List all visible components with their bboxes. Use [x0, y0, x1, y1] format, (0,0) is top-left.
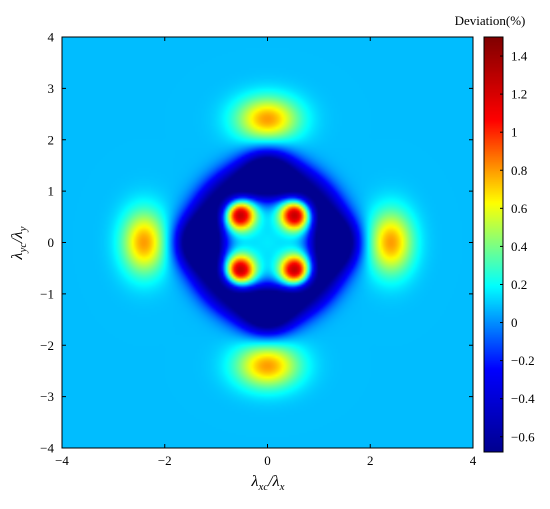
colorbar-tick-label: 0.8 [511, 163, 527, 178]
y-tick-label: 4 [48, 30, 55, 45]
colorbar-tick-label: 0 [511, 315, 518, 330]
colorbar-tick-label: 1.4 [511, 49, 528, 64]
colorbar-gradient [484, 37, 503, 452]
x-axis-label: λxc/λx [251, 473, 285, 493]
x-axis-ticks: −4 −2 0 2 4 [55, 37, 477, 468]
colorbar-tick-label: 1 [511, 125, 518, 140]
y-tick-label: −1 [40, 286, 54, 301]
y-tick-label: −3 [40, 389, 54, 404]
colorbar-tick-label: 0.4 [511, 239, 528, 254]
x-tick-label: −2 [158, 453, 172, 468]
y-tick-label: 1 [48, 184, 55, 199]
x-tick-label: 0 [264, 453, 271, 468]
colorbar-tick-label: 1.2 [511, 87, 527, 102]
colorbar-tick-label: −0.2 [511, 353, 535, 368]
colorbar-tick-label: −0.4 [511, 391, 535, 406]
colorbar-tick-label: 0.2 [511, 277, 527, 292]
colorbar-frame [483, 36, 504, 453]
x-tick-label: −4 [55, 453, 69, 468]
y-tick-label: 3 [48, 81, 55, 96]
y-tick-label: −4 [40, 441, 54, 456]
colorbar-ticks: 1.4 1.2 1 0.8 0.6 0.4 0.2 0 −0.2 −0.4 −0.6 [500, 49, 535, 444]
colorbar-tick-label: 0.6 [511, 201, 528, 216]
y-tick-label: 2 [48, 132, 55, 147]
plot-frame [61, 36, 474, 449]
x-tick-label: 4 [470, 453, 477, 468]
y-axis-label: λyc/λy [9, 226, 29, 260]
y-tick-label: −2 [40, 338, 54, 353]
y-tick-label: 0 [48, 235, 55, 250]
colorbar-title: Deviation(%) [455, 13, 526, 28]
x-tick-label: 2 [367, 453, 374, 468]
colorbar-tick-label: −0.6 [511, 429, 535, 444]
heatmap-image [62, 37, 473, 448]
y-axis-ticks: 4 3 2 1 0 −1 −2 −3 −4 [40, 30, 473, 456]
